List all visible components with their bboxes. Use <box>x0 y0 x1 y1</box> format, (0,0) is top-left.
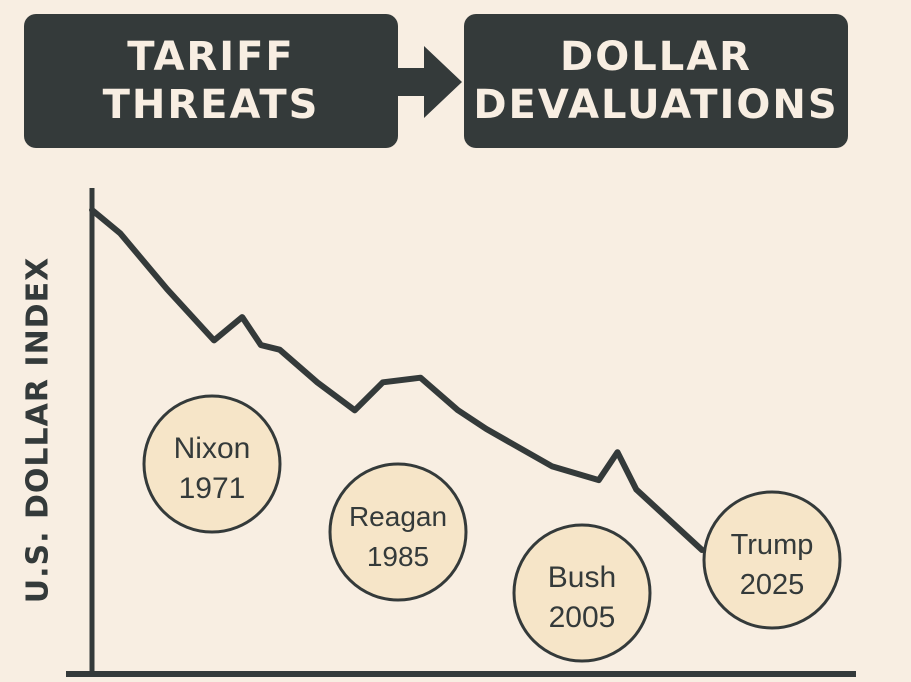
annotation-label-bush: Bush <box>548 561 616 594</box>
tariff-threats-box: TARIFF THREATS <box>24 14 398 148</box>
tariff-threats-line-1: TARIFF <box>127 34 295 80</box>
annotation-year-bush: 2005 <box>549 601 616 634</box>
annotation-nixon: Nixon 1971 <box>142 394 282 534</box>
annotation-year-reagan: 1985 <box>367 541 429 572</box>
dollar-devaluations-line-2: DEVALUATIONS <box>473 82 839 128</box>
right-arrow-icon <box>396 46 462 118</box>
annotation-circle-nixon <box>142 394 282 534</box>
annotation-label-nixon: Nixon <box>174 432 251 465</box>
annotation-circle-bush <box>512 523 652 663</box>
dollar-index-line <box>89 207 705 553</box>
annotation-year-nixon: 1971 <box>179 472 246 505</box>
annotation-year-trump: 2025 <box>740 569 805 601</box>
annotation-reagan: Reagan 1985 <box>328 462 468 602</box>
annotation-trump: Trump 2025 <box>702 490 842 630</box>
annotation-circle-reagan <box>328 462 468 602</box>
tariff-threats-line-2: THREATS <box>102 82 320 128</box>
annotation-label-trump: Trump <box>731 529 814 561</box>
dollar-devaluations-line-1: DOLLAR <box>560 34 752 80</box>
annotation-circle-trump <box>702 490 842 630</box>
annotation-bush: Bush 2005 <box>512 523 652 663</box>
annotation-label-reagan: Reagan <box>349 501 447 532</box>
dollar-devaluations-box: DOLLAR DEVALUATIONS <box>464 14 848 148</box>
